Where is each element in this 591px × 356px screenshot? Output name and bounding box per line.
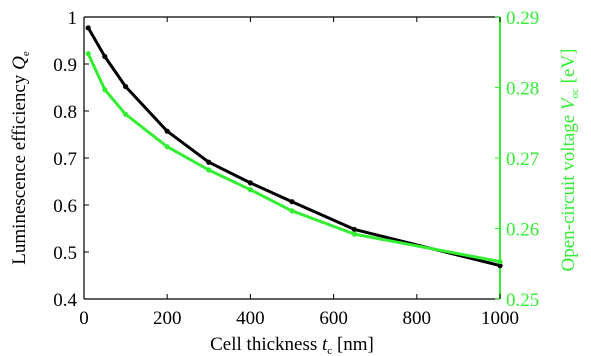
y-left-tick-label: 0.9	[53, 55, 77, 76]
data-point-left	[289, 199, 295, 205]
y-right-tick-label: 0.27	[506, 149, 539, 170]
data-point-right	[164, 144, 170, 150]
y-axis-right-title-symbol: V	[558, 96, 579, 110]
data-point-right	[351, 231, 357, 237]
y-axis-right-title-main: Open-circuit voltage	[558, 110, 579, 271]
data-point-left	[123, 83, 129, 90]
x-axis-title-main: Cell thickness	[210, 334, 322, 355]
data-point-right	[102, 87, 108, 93]
x-axis-title-symbol: t	[322, 334, 328, 355]
x-tick-label: 600	[319, 308, 348, 329]
y-left-tick-label: 1	[68, 8, 78, 29]
data-point-right	[289, 208, 295, 214]
data-point-left	[102, 53, 108, 60]
y-left-tick-label: 0.5	[53, 243, 77, 264]
data-point-right	[85, 51, 91, 57]
x-tick-label: 0	[79, 308, 89, 329]
data-point-right	[247, 187, 253, 193]
x-tick-label: 1000	[481, 308, 519, 329]
data-point-right	[123, 111, 129, 117]
y-axis-left-title-main: Luminescence efficiency	[9, 70, 30, 265]
plot-frame	[83, 16, 501, 300]
x-tick-label: 200	[153, 308, 182, 329]
data-point-left	[497, 263, 503, 269]
data-point-right	[497, 259, 503, 265]
y-left-tick-label: 0.4	[53, 290, 77, 311]
x-tick-label: 400	[236, 308, 265, 329]
data-point-right	[206, 167, 212, 173]
y-axis-left-title: Luminescence efficiency Qe	[9, 51, 32, 265]
series-layer	[85, 25, 503, 269]
x-axis-title-subscript: c	[327, 345, 332, 356]
y-right-tick-label: 0.28	[506, 79, 539, 100]
series-line-right	[86, 53, 501, 264]
data-point-left	[85, 25, 91, 31]
y-right-tick-label: 0.26	[506, 220, 539, 241]
y-axis-left-title-symbol: Q	[9, 56, 30, 70]
y-axis-right-title-subscript: oc	[569, 88, 581, 99]
y-axis-right-title: Open-circuit voltage Voc [eV]	[558, 49, 581, 272]
x-axis-title-unit: [nm]	[332, 334, 374, 355]
y-axis-right-title-unit: [eV]	[558, 49, 579, 89]
series-line-left	[86, 27, 501, 268]
data-point-left	[351, 226, 357, 233]
data-point-left	[247, 180, 253, 186]
ticks-layer: 0 200 400 600 800 1000 0.4 0.5 0.6 0.7 0.8 0.9 1 0.25…	[53, 8, 539, 329]
data-point-left	[206, 159, 212, 165]
data-point-left	[164, 128, 170, 134]
y-right-tick-label: 0.25	[506, 290, 539, 311]
y-left-tick-label: 0.8	[53, 102, 77, 123]
x-axis-title: Cell thickness tc [nm]	[210, 334, 374, 356]
y-axis-left-title-subscript: e	[20, 51, 32, 56]
y-left-tick-label: 0.6	[53, 196, 77, 217]
y-right-tick-label: 0.29	[506, 8, 539, 29]
y-left-tick-label: 0.7	[53, 149, 77, 170]
x-tick-label: 800	[403, 308, 432, 329]
